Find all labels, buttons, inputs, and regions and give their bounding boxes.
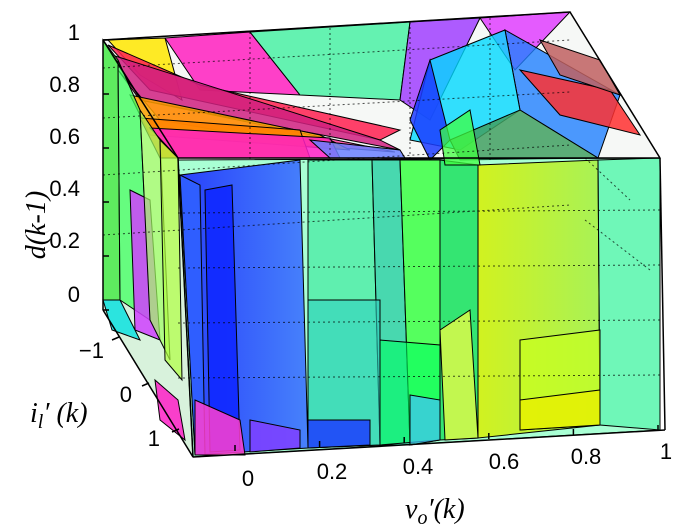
region-polygon — [439, 309, 479, 441]
y-axis-label: il′ (k) — [30, 398, 88, 433]
z-tick-label: 0.8 — [49, 72, 80, 97]
tick-mark — [141, 382, 150, 387]
region-polygon — [307, 299, 381, 449]
z-axis-ticks: 1 0.8 0.6 0.4 0.2 0 — [49, 20, 80, 307]
region-polygon — [538, 39, 622, 96]
region-polygon — [102, 38, 121, 301]
y-axis-label-rest: ′ (k) — [43, 398, 87, 429]
region-polygon — [519, 389, 601, 431]
x-tick-label: 0.2 — [317, 459, 348, 484]
x-tick-label: 0 — [242, 466, 254, 491]
z-tick-label: 0.6 — [49, 124, 80, 149]
region-polygon — [249, 419, 301, 453]
z-tick-label: 0.4 — [49, 176, 80, 201]
tick-mark — [171, 428, 180, 433]
grid-lines — [102, 18, 661, 379]
y-axis-label-sub: l — [38, 411, 44, 433]
x-axis-edge — [192, 429, 666, 458]
region-polygon — [518, 69, 642, 136]
y-tick-label: −1 — [79, 338, 104, 363]
z-tick-label: 1 — [68, 20, 80, 45]
z-tick-label: 0 — [68, 282, 80, 307]
y-tick-label: 0 — [120, 382, 132, 407]
left-wall-polygons — [102, 38, 186, 442]
region-polygon — [409, 394, 441, 446]
x-tick-label: 1 — [660, 439, 672, 464]
x-tick-label: 0.8 — [571, 444, 602, 469]
x-axis-label-rest: ′(k) — [427, 494, 464, 525]
front-regions — [177, 109, 661, 458]
x-axis-label-main: v — [405, 494, 418, 525]
top-region-polygons — [106, 11, 642, 161]
region-polygon — [307, 419, 371, 449]
region-polygon — [194, 399, 246, 456]
y-tick-label: 1 — [148, 426, 160, 451]
x-tick-label: 0.4 — [403, 454, 434, 479]
region-polygon — [159, 138, 183, 382]
z-tick-label: 0.2 — [49, 228, 80, 253]
z-axis-label: d(k-1) — [21, 191, 52, 259]
tick-marks — [103, 39, 659, 451]
x-tick-label: 0.6 — [489, 449, 520, 474]
tick-mark — [111, 336, 120, 341]
y-axis-ticks: −1 0 1 — [79, 338, 160, 451]
region-polygon — [154, 378, 186, 442]
x-axis-label-sub: o — [417, 507, 427, 527]
x-axis-ticks: 0 0.2 0.4 0.6 0.8 1 — [242, 439, 672, 491]
y-axis-label-main: i — [30, 398, 38, 429]
x-axis-label: vo′(k) — [405, 494, 465, 527]
